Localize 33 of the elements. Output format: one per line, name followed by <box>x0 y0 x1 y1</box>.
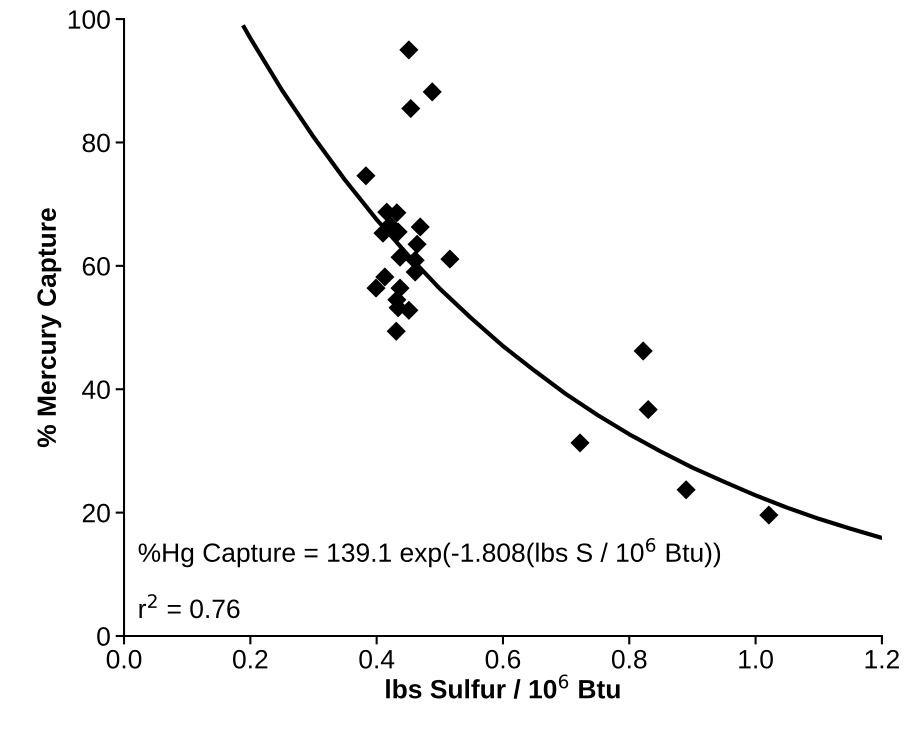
y-tick-label: 80 <box>82 134 110 152</box>
y-tick-label: 20 <box>82 504 110 522</box>
point <box>410 217 430 237</box>
x-tick-label: 0.6 <box>486 650 520 669</box>
point <box>399 40 418 60</box>
y-tick-label: 100 <box>68 10 110 29</box>
point <box>356 166 376 186</box>
x-axis-title: lbs Sulfur / 10$^{6}$ Btu <box>386 674 620 699</box>
x-tick-label: 0.8 <box>612 650 646 669</box>
point <box>390 248 410 267</box>
point <box>408 234 427 254</box>
point <box>759 506 778 525</box>
annotation: %Hg Capture = 139.1 exp(-1.808(lbs S / 10$^{6}$ Btu)) <box>138 538 720 568</box>
x-tick-label: 1.0 <box>739 650 773 669</box>
point <box>570 433 590 452</box>
point <box>401 98 420 118</box>
x-tick-label: 0.0 <box>106 650 142 669</box>
y-tick-label: 60 <box>82 256 110 276</box>
x-tick-label: 0.2 <box>233 650 268 669</box>
y-tick-label: 0 <box>97 627 110 646</box>
y-axis-title: % Mercury Capture <box>37 208 62 448</box>
point <box>375 267 394 287</box>
point <box>676 480 696 500</box>
point <box>440 249 460 269</box>
y-tick-label: 40 <box>82 380 110 400</box>
point <box>634 341 653 361</box>
point <box>366 278 386 298</box>
x-tick-label: 0.4 <box>359 650 394 669</box>
point <box>386 322 406 341</box>
point <box>638 400 658 420</box>
x-tick-label: 1.2 <box>866 650 899 668</box>
annotation: r$^{2}$ = 0.76 <box>139 594 240 618</box>
point <box>422 82 442 102</box>
